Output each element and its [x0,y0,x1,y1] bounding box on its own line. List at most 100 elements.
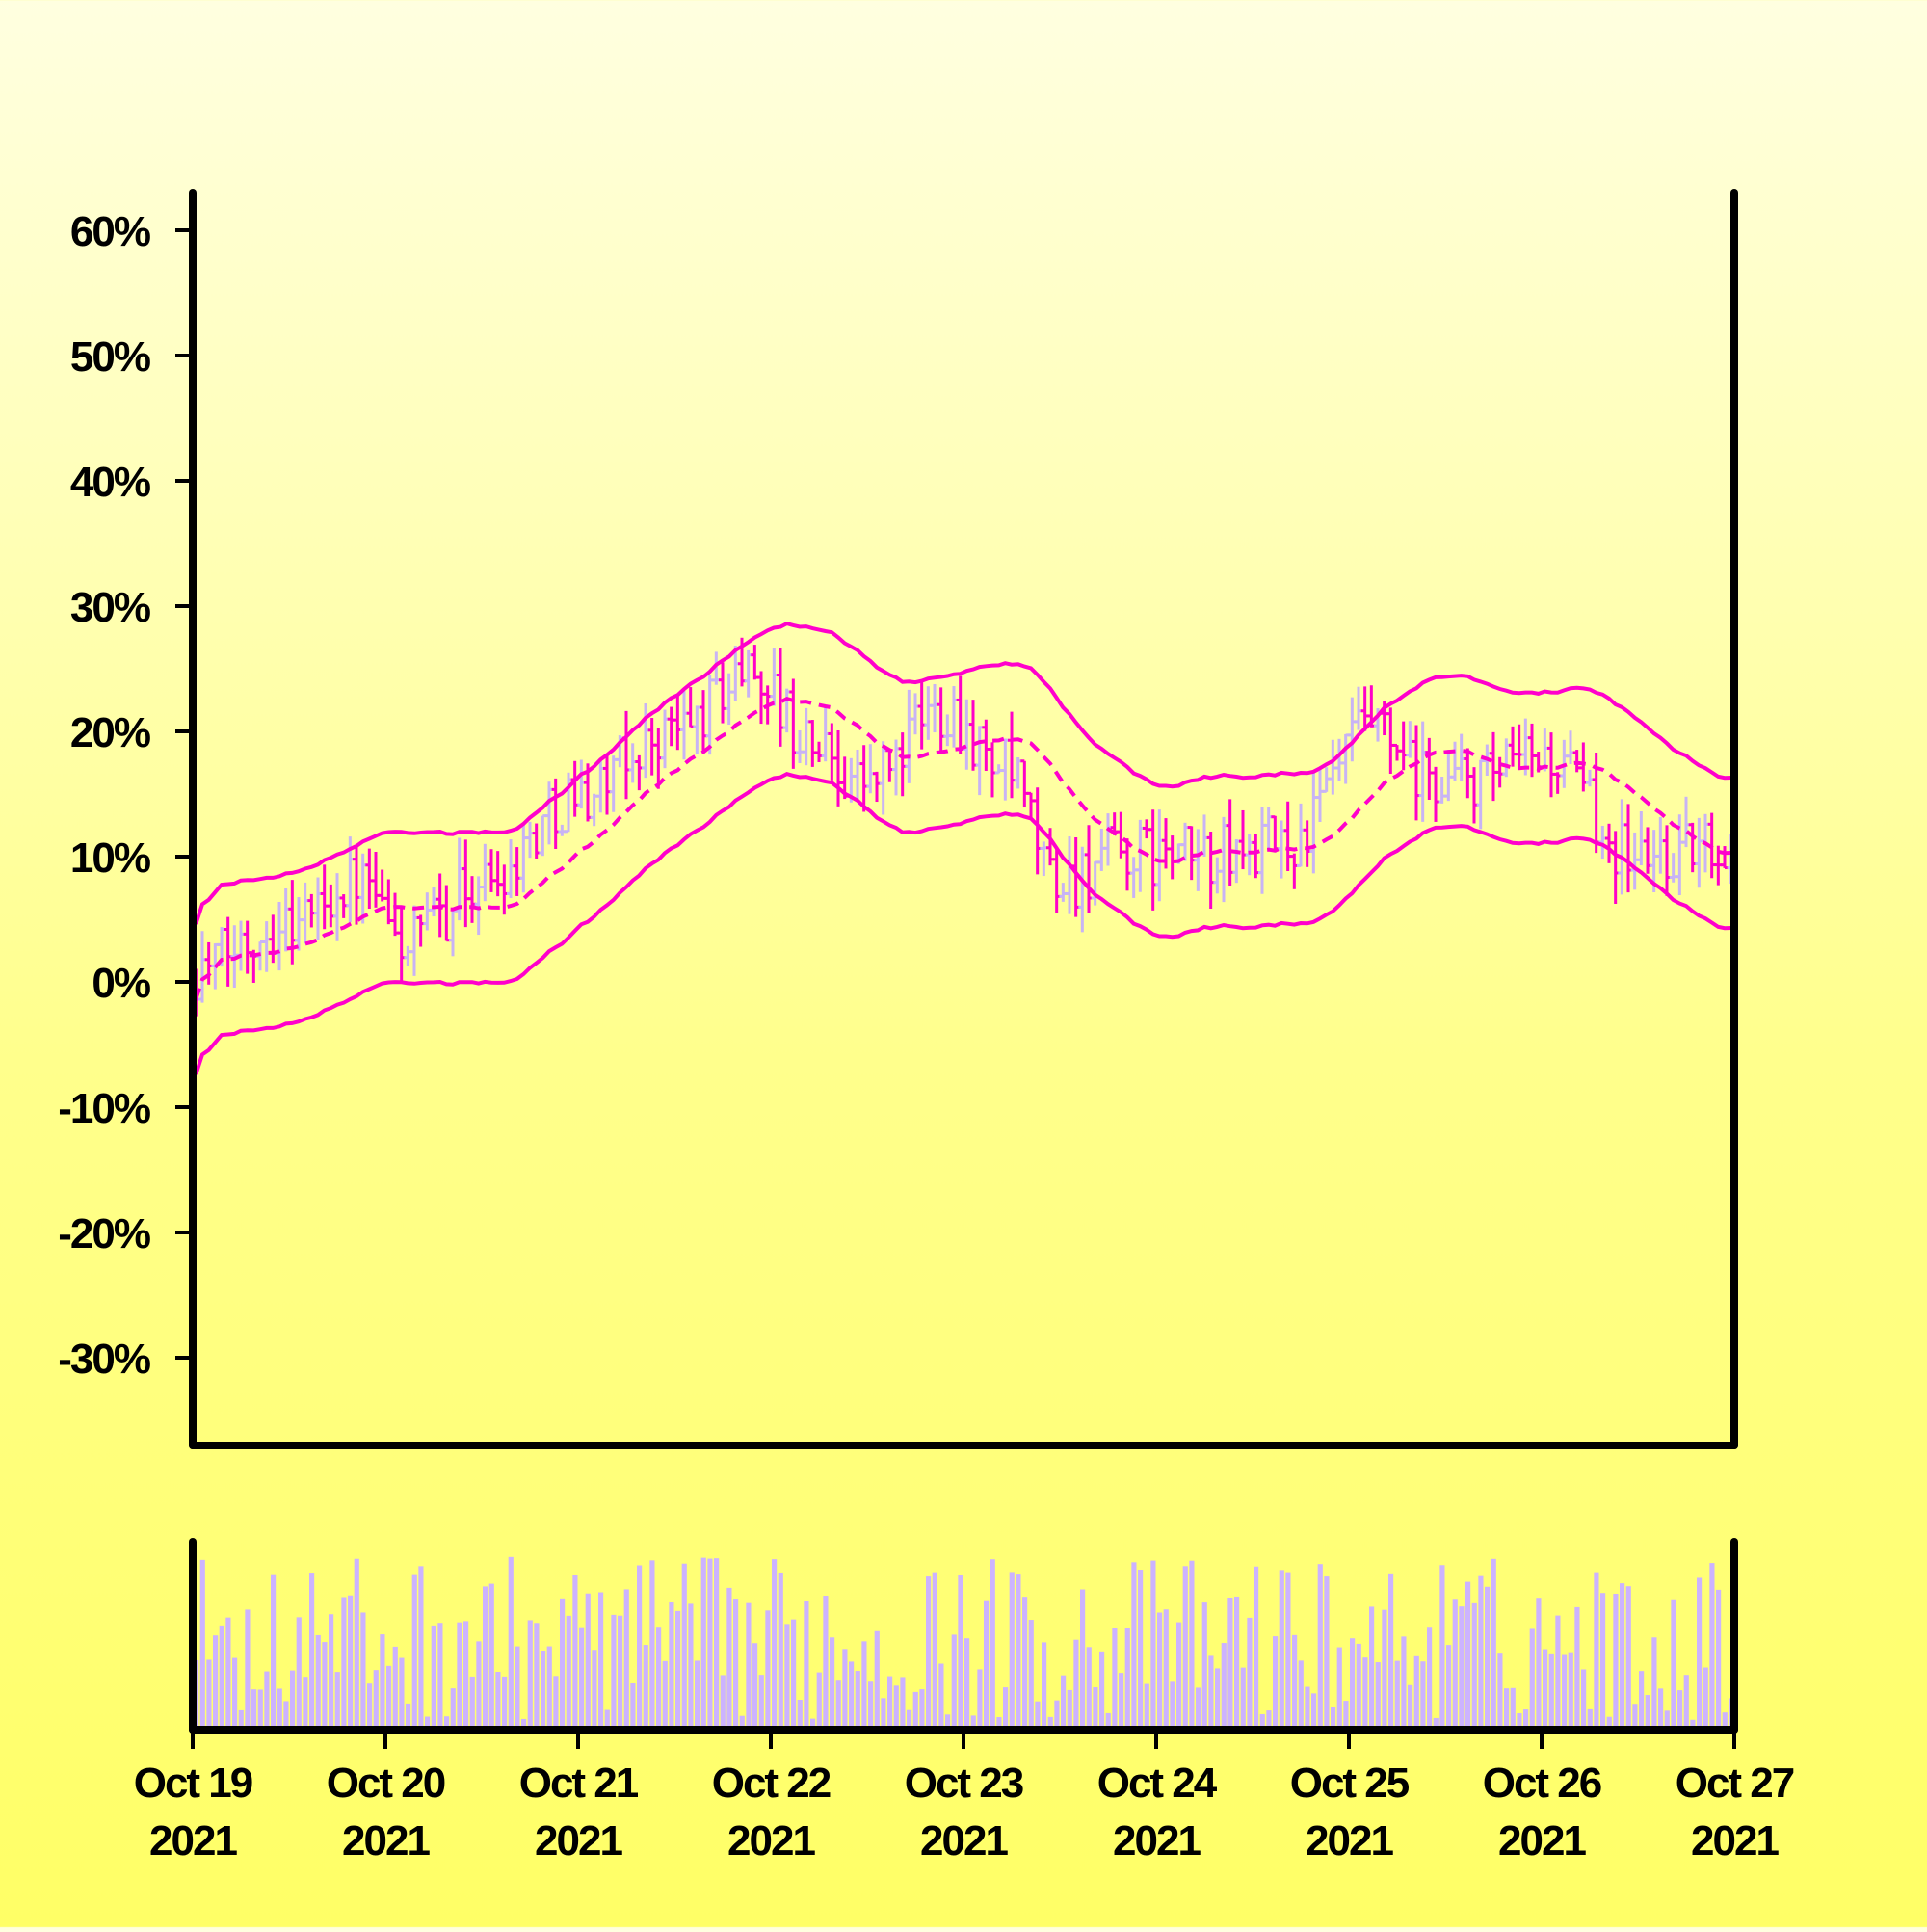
ohlc-bar [770,648,779,706]
ohlc-bar [1695,817,1703,888]
volume-bar [1119,1673,1124,1730]
ohlc-bar [898,732,907,797]
ohlc-bar [481,843,489,902]
ohlc-bar [410,905,418,976]
volume-bar [457,1622,462,1730]
volume-bar [1369,1606,1375,1730]
ohlc-bar [1239,809,1247,870]
volume-bar [431,1625,436,1730]
ohlc-bar [468,876,476,923]
volume-bar [354,1558,359,1730]
volume-bar [1273,1636,1279,1730]
volume-bar [887,1676,893,1730]
ohlc-bar [885,749,894,782]
volume-bar [784,1624,790,1730]
y-tick-label: -30% [58,1336,150,1383]
ohlc-bar [577,759,586,809]
ohlc-bar [404,945,412,966]
ohlc-bar [1624,804,1632,893]
volume-bar [1401,1636,1407,1730]
volume-bar [1305,1686,1310,1730]
ohlc-bar [262,921,271,972]
ohlc-bar [1470,767,1478,824]
volume-bar [303,1677,308,1730]
volume-bar [881,1698,886,1730]
ohlc-bar [1245,834,1254,876]
volume-bar [1459,1606,1465,1730]
volume-bar [656,1627,662,1730]
y-tick-label: 0% [92,960,149,1007]
volume-bar [1703,1667,1708,1730]
volume-bar [1413,1655,1419,1730]
volume-bar [752,1643,758,1730]
ohlc-bars [192,637,1735,1017]
ohlc-bar [1399,721,1408,771]
ohlc-bar [526,821,534,859]
volume-bar [283,1701,289,1730]
volume-bar [245,1609,251,1730]
ohlc-bar [1444,749,1453,802]
ohlc-bar [1104,813,1112,866]
volume-bar [508,1556,514,1730]
ohlc-bar [693,705,701,754]
volume-bar [1517,1713,1522,1730]
volume-bar [598,1592,604,1730]
ohlc-bar [963,699,971,770]
volume-bar [1170,1681,1175,1730]
volume-bar [1471,1602,1477,1730]
ohlc-bar [1201,814,1208,857]
volume-bar [739,1715,745,1730]
ohlc-bar [744,649,752,698]
ohlc-bar [956,675,964,754]
volume-bar [695,1660,700,1730]
volume-bar [816,1672,822,1730]
volume-bar [1240,1667,1246,1730]
x-tick-label: Oct 21 [519,1760,639,1807]
upper-band-line [194,621,1731,925]
volume-bar [367,1683,373,1730]
volume-bar [264,1671,270,1730]
volume-bar [1035,1701,1041,1730]
ohlc-bar [276,902,283,971]
ohlc-bar [1451,741,1459,781]
ohlc-bar [269,914,277,964]
ohlc-bar [442,885,451,942]
y-tick-label: 30% [70,584,150,631]
volume-bar [1356,1643,1361,1730]
volume-bar [1427,1627,1433,1730]
ohlc-bar [365,848,374,910]
volume-bar [1594,1572,1599,1730]
volume-bar [1394,1660,1400,1730]
y-tick-label: 60% [70,208,150,255]
volume-bar [488,1583,494,1730]
volume-bar [425,1716,431,1730]
ohlc-bar [796,730,804,764]
volume-bar [714,1558,720,1730]
volume-bar [1157,1612,1163,1730]
volume-bar [1382,1609,1387,1730]
volume-bar [810,1718,816,1730]
ohlc-bar [1515,724,1523,770]
ohlc-bar [1418,721,1427,822]
ohlc-bar [224,916,232,987]
volume-bar [527,1620,533,1730]
volume-bar [1587,1708,1593,1730]
volume-bar [1009,1572,1015,1730]
ohlc-bar [1425,737,1434,800]
volume-bar [418,1566,424,1730]
volume-bar [1208,1655,1214,1730]
volume-bar [1067,1689,1072,1730]
volume-bar [334,1672,340,1730]
ohlc-bar [603,755,611,815]
volume-bar [1497,1653,1503,1730]
volume-bar [1536,1598,1542,1730]
ohlc-bar [1579,742,1588,792]
x-tick-label: Oct 20 [327,1760,445,1807]
volume-bar [1375,1662,1381,1730]
ohlc-bar [1355,686,1362,730]
volume-bar [726,1587,732,1730]
volume-bar [502,1676,508,1730]
ohlc-bar [1129,857,1138,898]
volume-bar [392,1646,398,1730]
volume-bar [1150,1560,1156,1730]
